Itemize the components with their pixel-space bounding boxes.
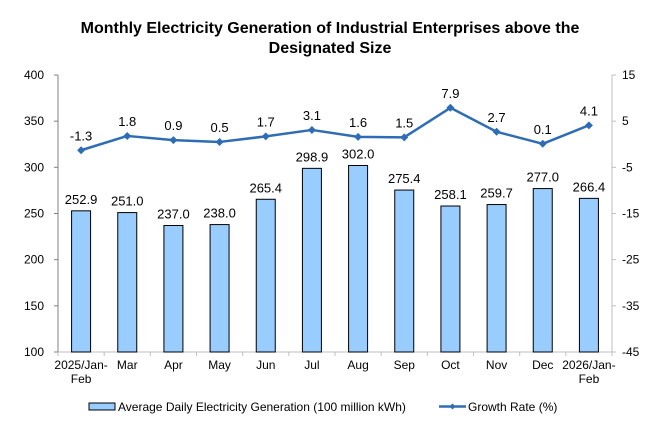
y-right-tick-label: -45 — [622, 345, 640, 359]
bar — [486, 204, 507, 353]
chart-title-line-2: Designated Size — [269, 40, 392, 57]
bar-value-label: 275.4 — [388, 171, 421, 186]
y-right-tick-label: -35 — [622, 299, 640, 313]
bar-value-label: 277.0 — [526, 170, 559, 185]
bar-value-label: 259.7 — [480, 186, 513, 201]
chart-title-line-1: Monthly Electricity Generation of Indust… — [81, 20, 580, 37]
growth-rate-label: 4.1 — [580, 103, 598, 118]
bar — [578, 197, 599, 353]
bar — [532, 188, 553, 353]
y-left-tick-label: 350 — [24, 114, 44, 128]
legend-line-marker — [449, 403, 456, 410]
bar — [348, 164, 369, 353]
line-series — [77, 103, 593, 155]
chart-title: Monthly Electricity Generation of Indust… — [81, 20, 580, 57]
y-left-tick-label: 200 — [24, 253, 44, 267]
x-tick-label: Dec — [532, 358, 553, 372]
bar-value-label: 298.9 — [296, 149, 329, 164]
growth-rate-line — [80, 106, 590, 152]
bar-value-label: 258.1 — [434, 187, 467, 202]
line-point-marker — [215, 137, 224, 146]
line-point-marker — [446, 103, 455, 112]
x-tick-label: Feb — [71, 372, 92, 386]
legend-bar-label: Average Daily Electricity Generation (10… — [118, 400, 406, 414]
growth-rate-label: 1.6 — [349, 115, 367, 130]
bar — [117, 212, 138, 353]
y-right-tick-label: -15 — [622, 207, 640, 221]
growth-rate-label: 0.9 — [164, 118, 182, 133]
x-tick-label: May — [208, 358, 231, 372]
x-tick-label: Oct — [441, 358, 460, 372]
growth-rate-label: 2.7 — [488, 110, 506, 125]
bar — [440, 205, 461, 353]
x-tick-label: Jun — [256, 358, 275, 372]
data-labels: 252.9 251.0 237.0 238.0 265.4 298.9 302.0 275.4… — [65, 86, 605, 222]
x-tick-label: Mar — [117, 358, 138, 372]
y-left-tick-label: 400 — [24, 68, 44, 82]
line-point-marker — [354, 132, 363, 141]
y-left-tick-label: 150 — [24, 299, 44, 313]
y-right-tick-label: -25 — [622, 253, 640, 267]
x-tick-label: Nov — [486, 358, 507, 372]
x-tick-label: Jul — [304, 358, 319, 372]
line-point-marker — [492, 127, 501, 136]
x-tick-label: 2026/Jan- — [562, 358, 615, 372]
x-tick-label: Apr — [164, 358, 183, 372]
bar-value-label: 252.9 — [65, 192, 98, 207]
growth-rate-label: 1.5 — [395, 115, 413, 130]
growth-rate-label: -1.3 — [70, 128, 92, 143]
x-tick-label: 2025/Jan- — [54, 358, 107, 372]
line-point-marker — [538, 139, 547, 148]
y-left-tick-label: 100 — [24, 345, 44, 359]
growth-rate-label: 7.9 — [441, 86, 459, 101]
x-tick-label: Feb — [579, 372, 600, 386]
line-point-marker — [77, 146, 86, 155]
line-point-marker — [169, 136, 178, 145]
axes: 100 150 200 250 300 350 400 -45 -35 -25 -15 -5 5 15 — [24, 68, 640, 359]
line-point-marker — [584, 121, 593, 130]
bar-value-label: 265.4 — [249, 180, 282, 195]
legend: Average Daily Electricity Generation (10… — [88, 400, 557, 414]
bar — [163, 225, 184, 353]
growth-rate-label: 3.1 — [303, 108, 321, 123]
x-tick-label: Aug — [347, 358, 368, 372]
line-point-marker — [307, 125, 316, 134]
y-right-tick-label: 15 — [622, 68, 636, 82]
growth-rate-label: 1.7 — [257, 114, 275, 129]
growth-rate-label: 0.5 — [211, 120, 229, 135]
bar — [71, 210, 92, 353]
bar-value-label: 302.0 — [342, 146, 375, 161]
growth-rate-label: 0.1 — [534, 122, 552, 137]
bar-value-label: 237.0 — [157, 207, 190, 222]
legend-line-label: Growth Rate (%) — [468, 400, 557, 414]
y-left-tick-label: 300 — [24, 160, 44, 174]
growth-rate-label: 1.8 — [118, 114, 136, 129]
bar-value-label: 251.0 — [111, 194, 144, 209]
bar — [394, 189, 415, 353]
line-point-marker — [261, 132, 270, 141]
line-point-marker — [400, 133, 409, 142]
y-right-tick-label: 5 — [622, 114, 629, 128]
legend-bar-swatch — [88, 402, 116, 411]
y-right-tick-label: -5 — [622, 160, 633, 174]
line-point-marker — [123, 131, 132, 140]
x-tick-label: Sep — [394, 358, 416, 372]
y-left-tick-label: 250 — [24, 207, 44, 221]
bar — [255, 198, 276, 353]
bar — [301, 167, 322, 353]
bar-series — [71, 164, 599, 353]
bar-value-label: 266.4 — [573, 179, 606, 194]
bar — [209, 224, 230, 353]
bar-value-label: 238.0 — [203, 206, 236, 221]
